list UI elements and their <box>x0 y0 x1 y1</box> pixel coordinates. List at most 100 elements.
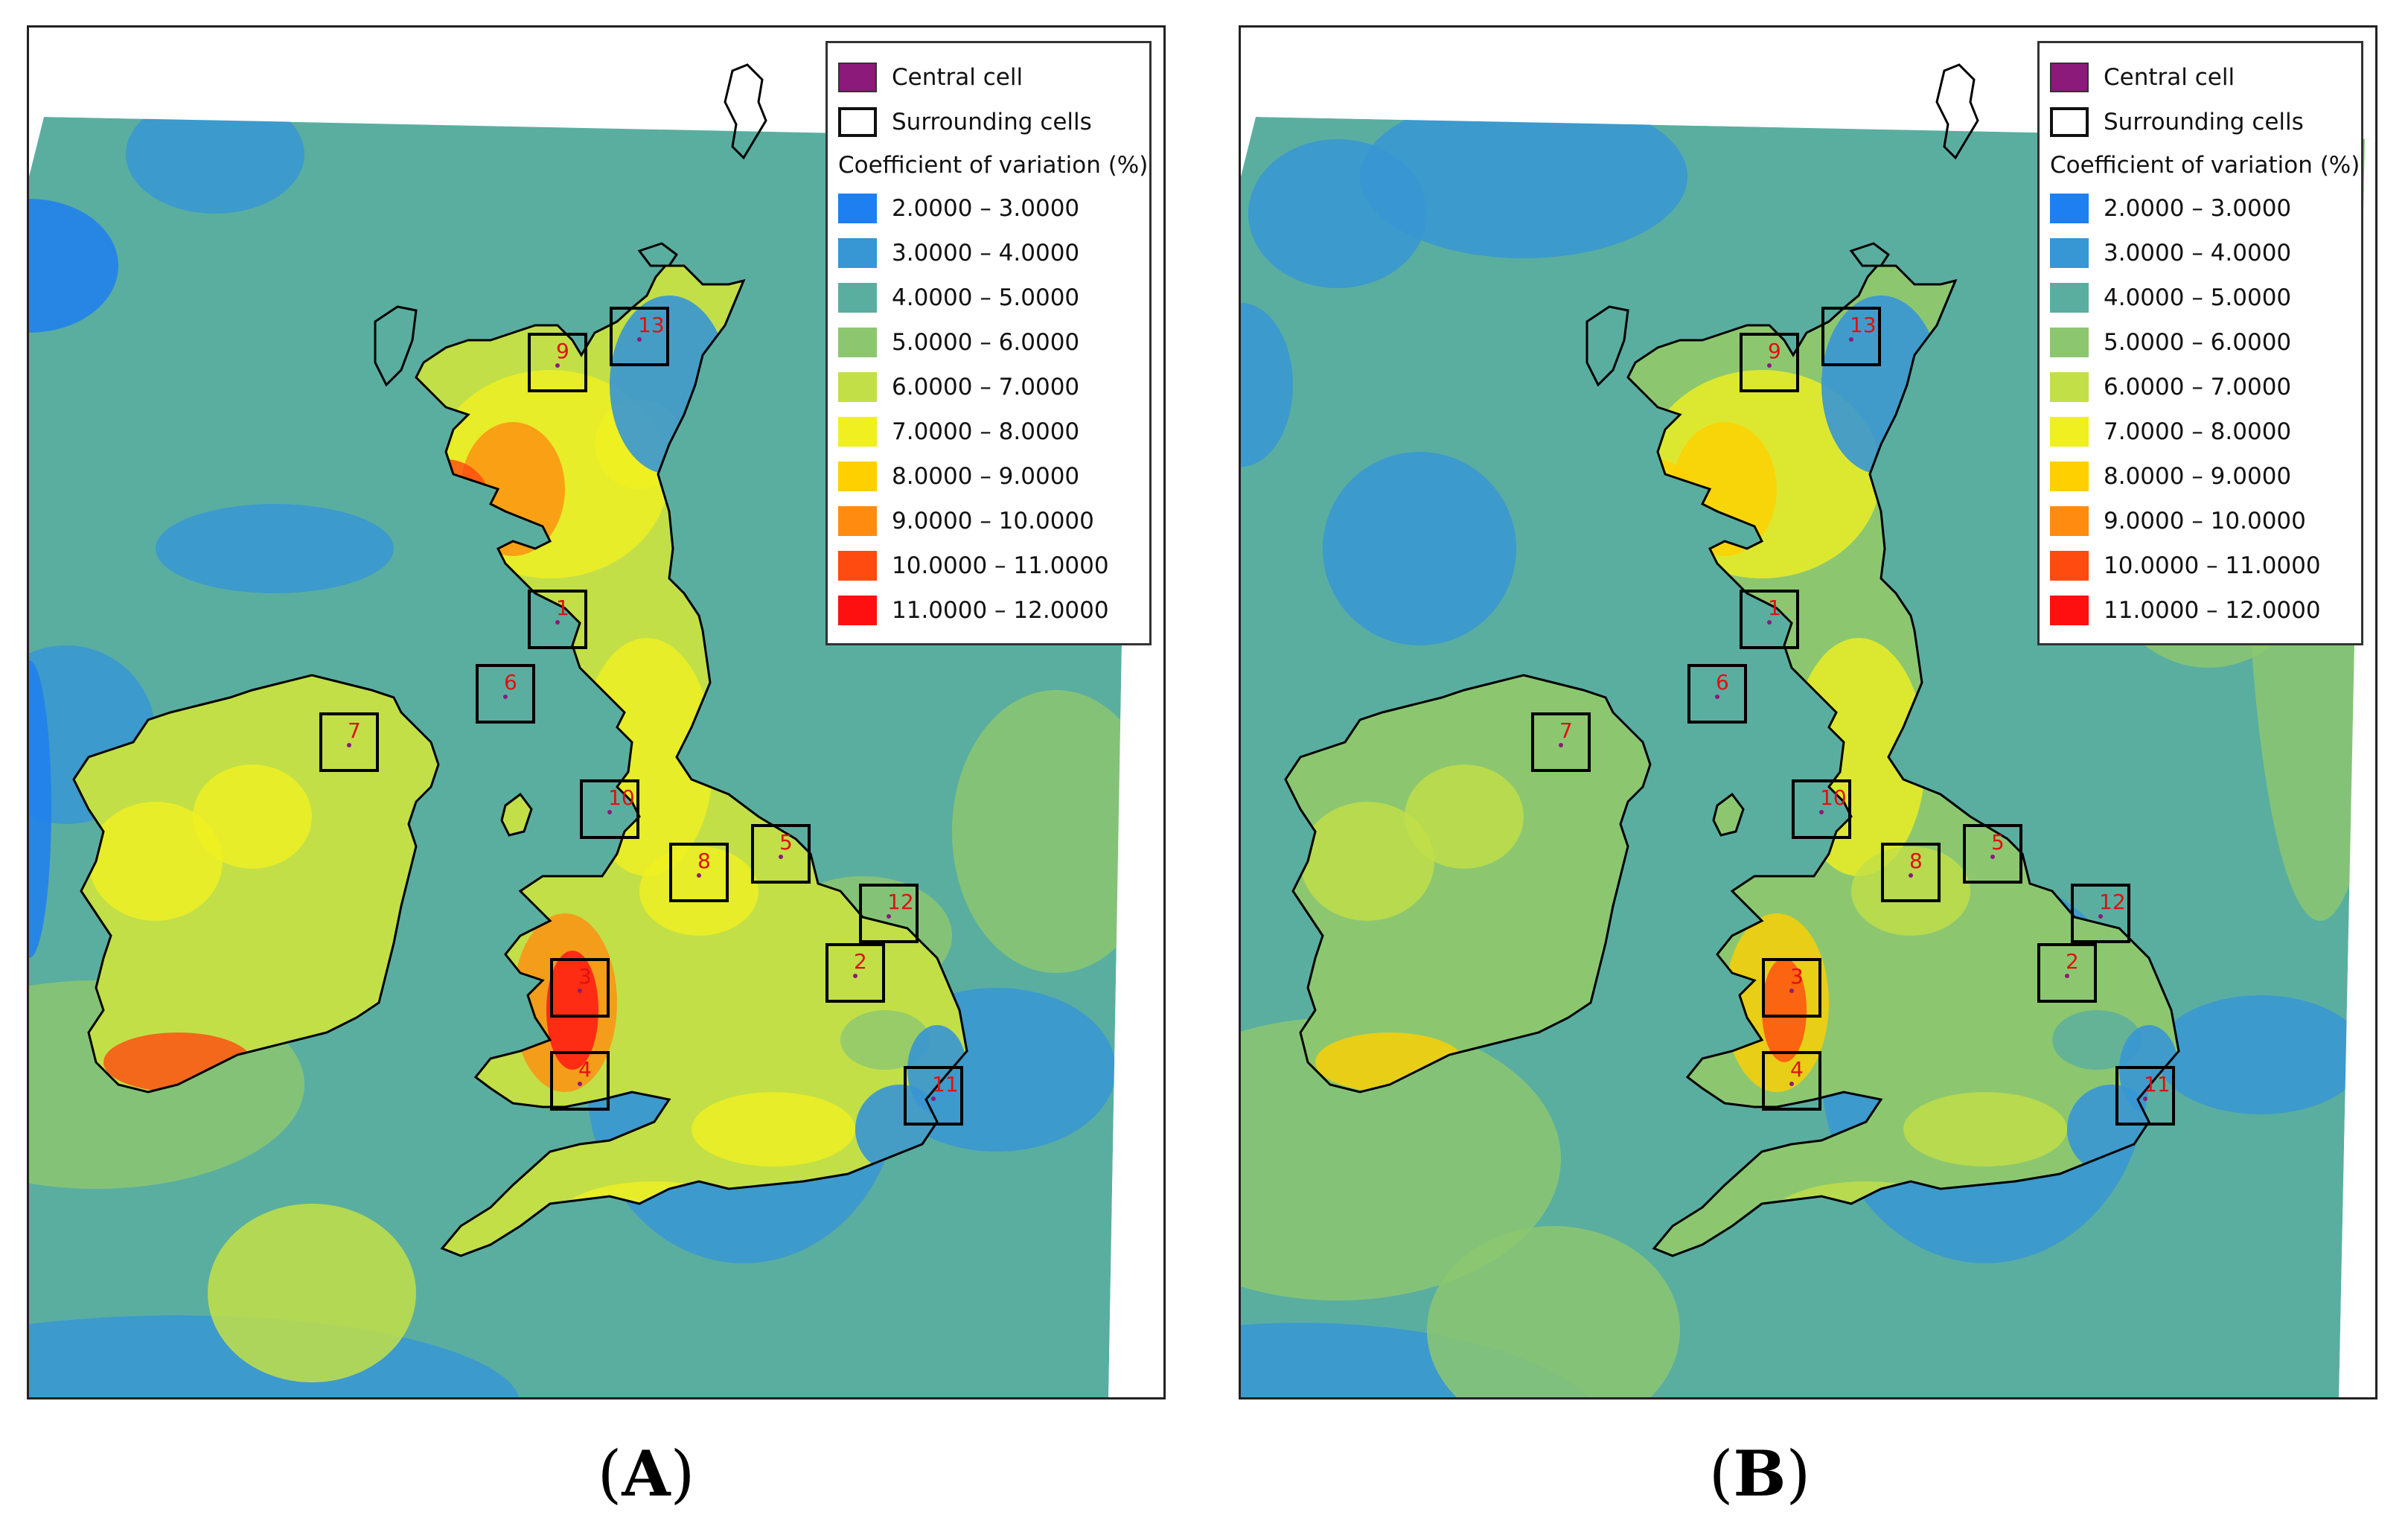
cell-label: 7 <box>1559 718 1573 743</box>
surrounding-cell-3: 3 <box>550 958 610 1018</box>
cell-label: 13 <box>1850 313 1877 337</box>
legend-label: Central cell <box>2104 64 2235 91</box>
legend-central-cell: Central cell <box>838 55 1139 100</box>
legend-class-label: 5.0000 – 6.0000 <box>892 329 1080 356</box>
legend-class: 10.0000 – 11.0000 <box>2050 543 2351 588</box>
cell-label: 4 <box>578 1057 592 1082</box>
surrounding-cell-10: 10 <box>1792 779 1851 839</box>
legend-class-label: 10.0000 – 11.0000 <box>892 552 1109 579</box>
coastline <box>72 264 968 1257</box>
cell-label: 7 <box>348 718 361 743</box>
caption-letter: B <box>1733 1437 1786 1510</box>
cell-label: 1 <box>1768 596 1781 620</box>
legend-class-swatch <box>838 328 877 357</box>
surrounding-cell-2: 2 <box>825 943 885 1003</box>
legend-class: 4.0000 – 5.0000 <box>838 275 1139 320</box>
cell-label: 6 <box>1716 670 1729 695</box>
legend-class-label: 8.0000 – 9.0000 <box>2104 463 2292 490</box>
central-cell <box>637 337 642 342</box>
legend-class-swatch <box>2050 283 2089 313</box>
surrounding-cell-4: 4 <box>1762 1051 1821 1111</box>
surrounding-cells-swatch <box>2050 107 2089 137</box>
map-panel-a: 1 2 3 4 5 6 7 8 9 10 11 12 13 Central cell Surroundin… <box>27 25 1166 1399</box>
surrounding-cell-11: 11 <box>904 1066 963 1126</box>
central-cell <box>931 1097 936 1101</box>
legend-class-label: 4.0000 – 5.0000 <box>2104 284 2292 311</box>
legend-title: Coefficient of variation (%) <box>838 152 1149 179</box>
surrounding-cell-9: 9 <box>1740 333 1799 392</box>
legend-label: Surrounding cells <box>2104 109 2304 135</box>
legend-class: 3.0000 – 4.0000 <box>2050 231 2351 275</box>
central-cell <box>555 620 560 625</box>
legend-class: 7.0000 – 8.0000 <box>838 409 1139 454</box>
legend-class-swatch <box>2050 372 2089 402</box>
cell-label: 9 <box>556 339 569 363</box>
cell-label: 2 <box>854 949 867 974</box>
legend-class: 2.0000 – 3.0000 <box>2050 186 2351 231</box>
legend-class-swatch <box>838 551 877 581</box>
legend-label: Central cell <box>892 64 1023 91</box>
legend-class: 10.0000 – 11.0000 <box>838 543 1139 588</box>
legend-class-label: 7.0000 – 8.0000 <box>892 418 1080 445</box>
legend-class-swatch <box>2050 551 2089 581</box>
legend-class-label: 10.0000 – 11.0000 <box>2104 552 2321 579</box>
caption-open-paren: ( <box>1708 1437 1734 1510</box>
surrounding-cell-12: 12 <box>859 884 919 943</box>
legend-class-label: 3.0000 – 4.0000 <box>2104 240 2292 266</box>
surrounding-cell-10: 10 <box>580 779 639 839</box>
legend-class-label: 4.0000 – 5.0000 <box>892 284 1080 311</box>
central-cell <box>2065 974 2069 978</box>
cell-label: 11 <box>932 1072 959 1097</box>
cell-label: 8 <box>697 849 711 873</box>
surrounding-cells-swatch <box>838 107 877 137</box>
cell-label: 5 <box>779 830 793 855</box>
map-panel-b: 1 2 3 4 5 6 7 8 9 10 11 12 13 Central cell Surroundin… <box>1239 25 2377 1399</box>
coastline <box>1284 264 2180 1257</box>
surrounding-cell-5: 5 <box>1963 824 2022 884</box>
central-cell <box>1990 855 1995 859</box>
central-cell <box>347 743 351 747</box>
legend-class-label: 7.0000 – 8.0000 <box>2104 418 2292 445</box>
cell-label: 3 <box>1790 964 1804 989</box>
surrounding-cell-3: 3 <box>1762 958 1821 1018</box>
surrounding-cell-2: 2 <box>2037 943 2097 1003</box>
surrounding-cell-11: 11 <box>2115 1066 2175 1126</box>
central-cell <box>578 1082 582 1086</box>
surrounding-cell-13: 13 <box>610 307 669 366</box>
central-cell <box>1715 695 1719 699</box>
caption-letter: A <box>622 1437 671 1510</box>
surrounding-cell-6: 6 <box>476 664 535 724</box>
surrounding-cell-8: 8 <box>669 843 729 902</box>
cell-label: 6 <box>504 670 517 695</box>
legend-class: 9.0000 – 10.0000 <box>2050 499 2351 543</box>
legend-class-swatch <box>838 372 877 402</box>
legend-central-cell: Central cell <box>2050 55 2351 100</box>
legend-class-label: 2.0000 – 3.0000 <box>2104 195 2292 222</box>
legend-class: 11.0000 – 12.0000 <box>2050 588 2351 633</box>
central-cell <box>887 914 891 919</box>
cell-label: 10 <box>1820 785 1847 810</box>
hebrides-outline <box>1585 305 1629 387</box>
legend-label: Surrounding cells <box>892 109 1092 135</box>
legend-title: Coefficient of variation (%) <box>2050 152 2360 179</box>
central-cell <box>1849 337 1853 342</box>
legend-class-label: 3.0000 – 4.0000 <box>892 240 1080 266</box>
central-cell <box>1767 363 1772 368</box>
surrounding-cell-1: 1 <box>1740 590 1799 649</box>
caption-open-paren: ( <box>597 1437 622 1510</box>
cell-label: 4 <box>1790 1057 1804 1082</box>
surrounding-cell-8: 8 <box>1881 843 1941 902</box>
caption-close-paren: ) <box>1786 1437 1811 1510</box>
central-cell <box>555 363 560 368</box>
central-cell <box>1789 989 1794 993</box>
legend-class: 4.0000 – 5.0000 <box>2050 275 2351 320</box>
cell-label: 11 <box>2144 1072 2171 1097</box>
legend-class-label: 2.0000 – 3.0000 <box>892 195 1080 222</box>
central-cell <box>2098 914 2103 919</box>
cell-label: 1 <box>556 596 569 620</box>
legend-surrounding-cells: Surrounding cells <box>2050 100 2351 144</box>
legend-class-label: 11.0000 – 12.0000 <box>892 597 1109 624</box>
legend-class-swatch <box>838 596 877 625</box>
surrounding-cell-4: 4 <box>550 1051 610 1111</box>
caption-b: (B) <box>1611 1437 1909 1510</box>
